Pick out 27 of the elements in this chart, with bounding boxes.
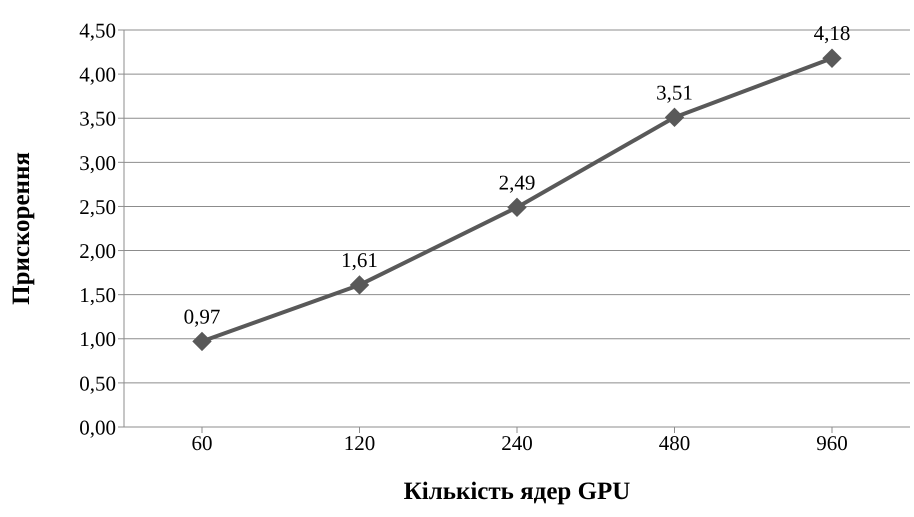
data-label: 2,49 (498, 170, 536, 194)
y-tick-label: 1,50 (79, 283, 116, 308)
y-tick-label: 2,00 (79, 239, 116, 264)
x-tick-label: 480 (658, 430, 690, 455)
point (350, 275, 369, 294)
data-label: 4,18 (814, 21, 850, 46)
y-tick-label: 1,00 (79, 327, 116, 352)
x-tick-label: 120 (344, 430, 376, 455)
x-axis-title: Кількість ядер GPU (404, 478, 630, 505)
y-tick-label: 3,50 (79, 106, 116, 131)
point (508, 198, 526, 217)
data-label: 3,51 (656, 80, 693, 104)
point (665, 108, 684, 127)
point (192, 332, 212, 351)
y-tick-label: 0,50 (79, 371, 116, 396)
point (822, 48, 842, 68)
x-tick-label: 240 (501, 430, 533, 455)
y-tick-label: 4,00 (79, 62, 116, 87)
y-axis-title: Прискорення (8, 152, 35, 305)
x-tick-label: 960 (816, 430, 848, 455)
y-tick-label: 0,00 (79, 415, 116, 440)
y-tick-label: 3,00 (79, 150, 116, 175)
data-label: 1,61 (341, 248, 378, 272)
y-tick-label: 2,50 (79, 194, 116, 219)
y-tick-label: 4,50 (79, 18, 116, 42)
data-label: 0,97 (184, 304, 220, 328)
x-tick-label: 60 (192, 430, 212, 455)
